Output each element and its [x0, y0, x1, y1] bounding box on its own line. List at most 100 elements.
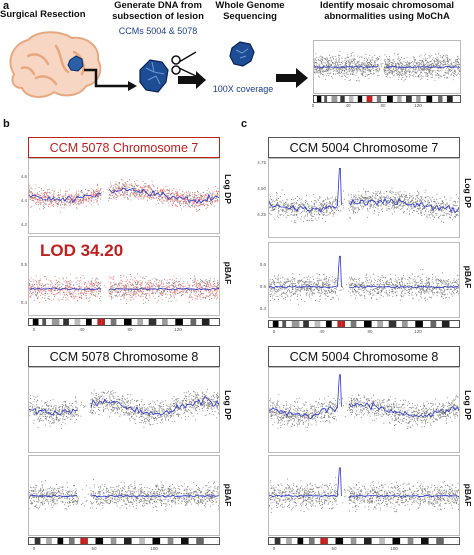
dna-fragment-icon [229, 41, 255, 67]
step-generate-dna: Generate DNA from subsection of lesion [103, 0, 213, 22]
ideogram-band [324, 538, 328, 544]
ideogram-band [308, 538, 315, 544]
c-chr7-title: CCM 5004 Chromosome 7 [268, 137, 460, 158]
c7-xtick: 40 [319, 329, 325, 334]
scatter-points [269, 477, 459, 513]
trend-line [29, 494, 219, 498]
step-mocha-line1: Identify mosaic chromosomal [319, 0, 455, 11]
ideogram-band [272, 321, 279, 327]
ideogram-band [392, 538, 401, 544]
ideogram-band [175, 319, 183, 325]
ideogram-band [364, 538, 372, 544]
ideogram-band [110, 319, 117, 325]
panel-label-a: a [3, 0, 10, 12]
step-wgs: Whole Genome Sequencing [210, 0, 290, 22]
ideogram-band [335, 538, 344, 544]
c7-xtick: 80 [367, 329, 373, 334]
ideogram-band [42, 319, 47, 325]
trend-line [29, 187, 219, 205]
ideogram-band [415, 321, 423, 327]
dna-fragment-icon-lesion [139, 59, 169, 93]
ideogram-band [181, 538, 189, 544]
ideogram-band [51, 319, 60, 325]
ideogram-band [101, 319, 105, 325]
ideogram-band [201, 319, 210, 325]
ideogram-band [357, 96, 363, 102]
b7-dp-ytick: 4.2 [20, 222, 27, 227]
mini-xtick: 80 [380, 103, 386, 108]
b8-pbaf-label: pBAF [223, 483, 233, 507]
scissors-icon [171, 51, 197, 77]
spike-line [337, 467, 342, 497]
ideogram-band [110, 538, 117, 544]
ideogram-band [316, 96, 322, 102]
b8-xtick: 0 [32, 546, 36, 551]
ideogram-band [286, 538, 292, 544]
ideogram-band [441, 321, 450, 327]
trend-line [269, 401, 459, 420]
ideogram-band [446, 96, 453, 102]
spike-line [337, 167, 342, 207]
ideogram-band [407, 538, 414, 544]
b7-xtick: 120 [174, 327, 182, 332]
b7-xtick: 0 [32, 327, 36, 332]
ideogram-band [324, 96, 328, 102]
mini-xtick: 120 [414, 103, 422, 108]
mocha-mini-ideogram [313, 95, 461, 103]
step-mocha-line2: abnormalities using MoChA [324, 11, 450, 22]
scatter-points [29, 388, 219, 429]
c7-dp-ytick: 4.25 [257, 212, 266, 217]
ideogram-band [350, 321, 357, 327]
ideogram-band [46, 538, 52, 544]
ideogram-band [364, 321, 372, 327]
step-wgs-line1: Whole Genome [215, 0, 285, 11]
b8-xtick: 50 [91, 546, 97, 551]
c7-baf-ytick: 0.6 [259, 262, 266, 267]
ideogram-band [297, 538, 304, 544]
c-chr8-pbaf-plot [268, 455, 460, 536]
ideogram-band [124, 319, 132, 325]
ideogram-band [438, 96, 443, 102]
b7-pbaf-label: pBAF [223, 261, 233, 285]
ideogram-band [402, 321, 408, 327]
brain-icon [9, 31, 102, 98]
ideogram-band [63, 319, 69, 325]
c8-xtick: 0 [272, 546, 276, 551]
lod-score: LOD 34.20 [40, 241, 124, 260]
arrow-icon [178, 68, 308, 89]
b-chr8-logdp-plot [28, 367, 220, 453]
trend-line [269, 494, 459, 498]
c-chr7-ideogram [268, 320, 460, 328]
ideogram-band [32, 319, 39, 325]
ideogram-band [282, 321, 287, 327]
mini-xtick: 40 [345, 103, 351, 108]
scatter-points [29, 479, 219, 511]
b8-logdp-label: Log DP [223, 390, 233, 420]
b7-dp-ytick: 4.4 [20, 198, 27, 203]
ideogram-band [139, 538, 145, 544]
ideogram-band [349, 96, 354, 102]
ideogram-band [350, 538, 357, 544]
c7-dp-ytick: 4.75 [257, 160, 266, 165]
c8-xtick: 50 [331, 546, 337, 551]
b-chr8-ideogram [28, 537, 220, 545]
ideogram-band [162, 319, 168, 325]
c7-logdp-label: Log DP [463, 178, 473, 208]
ideogram-band [376, 96, 382, 102]
step-mocha: Identify mosaic chromosomal abnormalitie… [300, 0, 474, 22]
ideogram-band [436, 538, 444, 544]
step-generate-dna-line2: subsection of lesion [112, 11, 204, 22]
trend-line [29, 395, 219, 416]
ideogram-band [426, 96, 433, 102]
trend-line [29, 287, 219, 291]
c7-dp-ytick: 4.50 [257, 186, 266, 191]
c-chr7-logdp-plot [268, 158, 460, 238]
ideogram-band [274, 538, 281, 544]
ideogram-band [74, 319, 81, 325]
c7-baf-ytick: 0.4 [259, 306, 266, 311]
ideogram-band [377, 321, 383, 327]
ccm-ids: CCMs 5004 & 5078 [118, 26, 198, 36]
c8-logdp-label: Log DP [463, 390, 473, 420]
ideogram-band [291, 321, 300, 327]
step-generate-dna-line1: Generate DNA from [114, 0, 202, 11]
